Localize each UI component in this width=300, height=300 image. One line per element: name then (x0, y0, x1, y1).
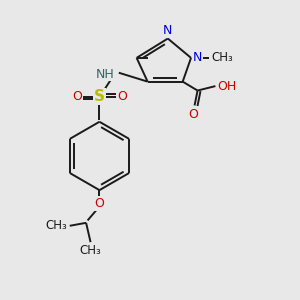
Text: O: O (117, 90, 127, 103)
Text: N: N (193, 51, 202, 64)
Text: N: N (163, 24, 172, 37)
Text: OH: OH (217, 80, 236, 93)
Text: O: O (72, 90, 82, 103)
Text: S: S (94, 89, 105, 104)
Text: CH₃: CH₃ (80, 244, 101, 256)
Text: CH₃: CH₃ (212, 51, 234, 64)
Text: NH: NH (96, 68, 114, 81)
Text: O: O (94, 197, 104, 210)
Text: O: O (188, 108, 198, 122)
Text: CH₃: CH₃ (45, 219, 67, 232)
